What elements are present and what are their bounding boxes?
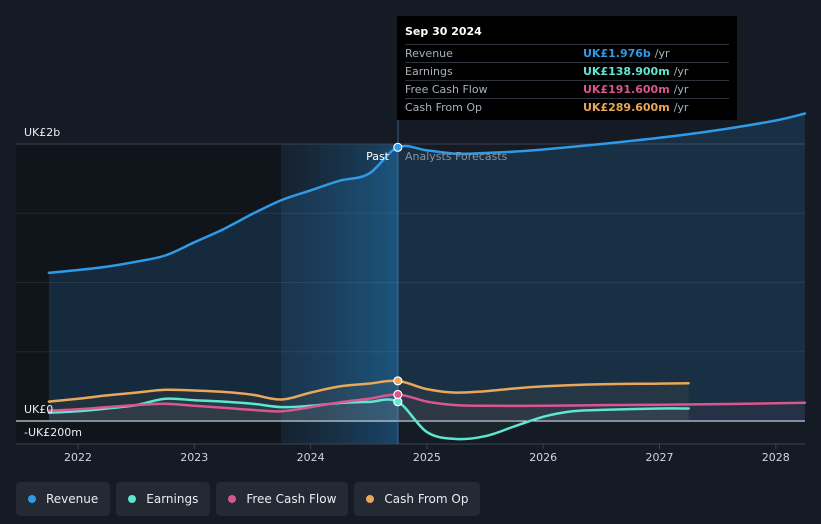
tooltip-unit: /yr [673, 83, 689, 96]
tooltip: Sep 30 2024 Revenue UK£1.976b /yr Earnin… [397, 16, 737, 120]
legend-dot-icon [28, 495, 36, 503]
y-tick-label: UK£0 [24, 403, 53, 416]
tooltip-label: Free Cash Flow [405, 83, 488, 96]
legend-item-free-cash-flow[interactable]: Free Cash Flow [216, 482, 349, 516]
legend-item-revenue[interactable]: Revenue [16, 482, 111, 516]
tooltip-unit: /yr [673, 65, 689, 78]
legend-label: Free Cash Flow [246, 492, 337, 506]
legend-label: Revenue [46, 492, 99, 506]
tooltip-value: UK£1.976b [583, 47, 651, 60]
tooltip-unit: /yr [654, 47, 670, 60]
tooltip-row: Cash From Op UK£289.600m /yr [405, 98, 729, 116]
tooltip-row: Earnings UK£138.900m /yr [405, 62, 729, 80]
y-tick-label: UK£2b [24, 126, 60, 139]
series-line-free-cash-flow [47, 393, 807, 413]
hover-marker [393, 376, 403, 386]
tooltip-value: UK£191.600m [583, 83, 670, 96]
legend-label: Cash From Op [384, 492, 469, 506]
x-tick-label: 2022 [64, 451, 92, 464]
tooltip-row: Revenue UK£1.976b /yr [405, 44, 729, 62]
legend-dot-icon [128, 495, 137, 503]
past-label: Past [366, 150, 390, 163]
tooltip-date: Sep 30 2024 [405, 25, 482, 38]
hover-marker [393, 389, 403, 400]
legend-dot-icon [228, 495, 237, 503]
series-area [48, 394, 805, 421]
forecast-label: Analysts Forecasts [405, 150, 508, 163]
legend: Revenue Earnings Free Cash Flow Cash Fro… [16, 482, 481, 516]
tooltip-label: Cash From Op [405, 101, 483, 114]
tooltip-label: Earnings [405, 65, 453, 78]
legend-dot-icon [366, 495, 375, 503]
x-tick-label: 2028 [762, 451, 790, 464]
x-tick-label: 2027 [646, 451, 674, 464]
legend-label: Earnings [146, 492, 199, 506]
legend-item-earnings[interactable]: Earnings [116, 482, 211, 516]
tooltip-value: UK£289.600m [583, 101, 670, 114]
legend-item-cash-from-op[interactable]: Cash From Op [354, 482, 481, 516]
x-tick-label: 2023 [180, 451, 208, 464]
x-tick-label: 2026 [529, 451, 557, 464]
series-line-earnings [47, 397, 690, 441]
x-tick-label: 2024 [297, 451, 325, 464]
y-tick-label: -UK£200m [24, 426, 82, 439]
revenue-area [48, 113, 805, 421]
series-area [48, 398, 689, 440]
tooltip-row: Free Cash Flow UK£191.600m /yr [405, 80, 729, 98]
hover-marker [393, 142, 403, 152]
tooltip-label: Revenue [405, 47, 453, 60]
tooltip-value: UK£138.900m [583, 65, 670, 78]
x-tick-label: 2025 [413, 451, 441, 464]
tooltip-unit: /yr [673, 101, 689, 114]
series-line-cash-from-op [47, 379, 690, 403]
series-line-revenue [47, 112, 807, 275]
